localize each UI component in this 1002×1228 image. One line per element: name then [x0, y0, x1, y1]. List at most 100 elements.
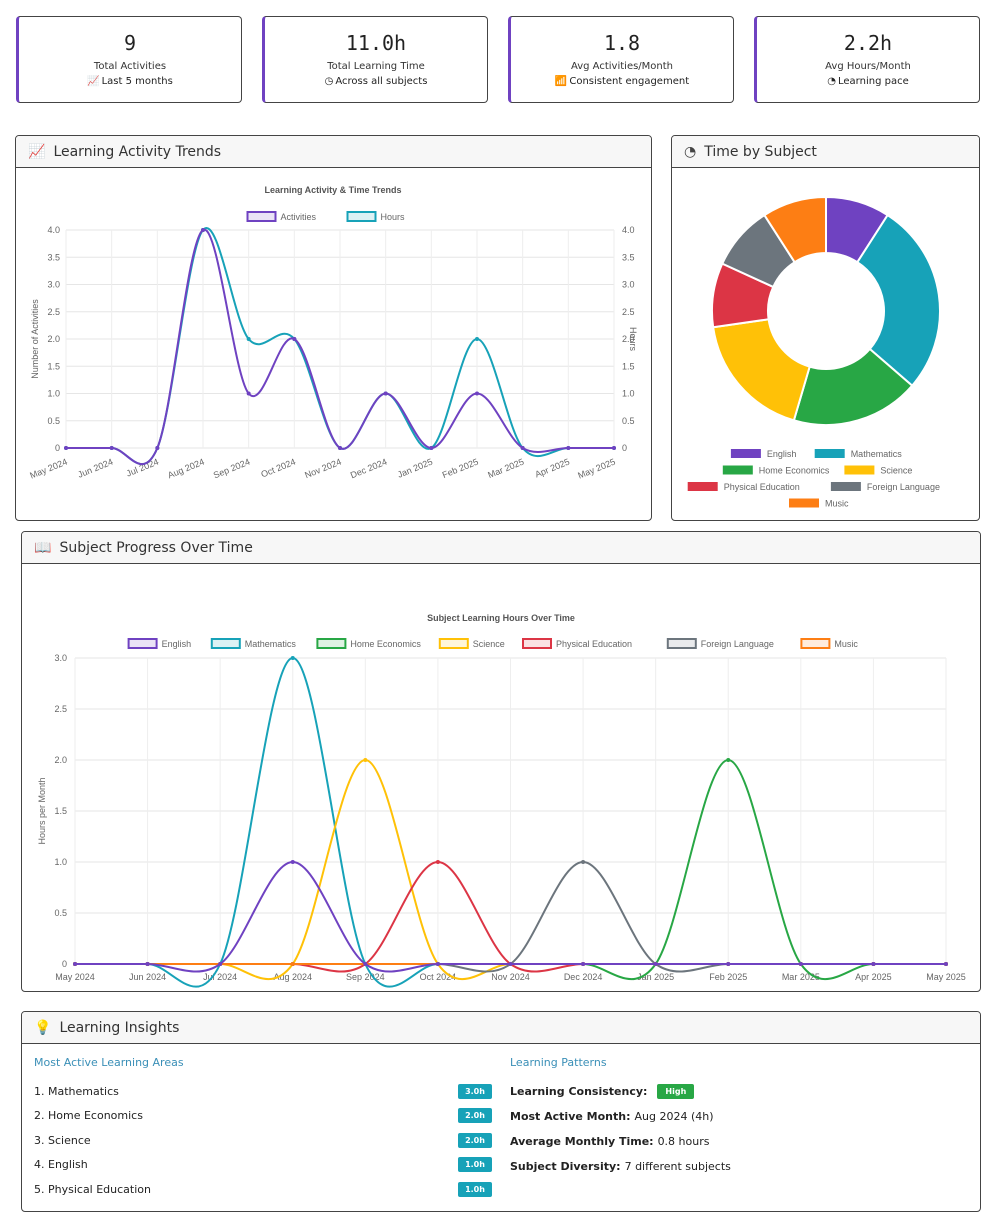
stat-value: 1.8 — [603, 31, 641, 55]
chart-title: Subject Learning Hours Over Time — [427, 613, 575, 623]
data-point — [383, 391, 388, 396]
x-tick-label: Apr 2025 — [533, 457, 571, 480]
x-tick-label: Dec 2024 — [349, 457, 388, 481]
x-tick-label: Aug 2024 — [166, 457, 205, 481]
y-tick-label: 3.5 — [47, 252, 60, 262]
legend-swatch — [210, 638, 241, 649]
y2-axis-label: Hours — [628, 327, 638, 352]
data-point — [246, 391, 251, 396]
legend-label: English — [162, 639, 192, 649]
y-tick-label: 1.5 — [47, 361, 60, 371]
legend-label: Science — [473, 639, 505, 649]
data-point — [475, 337, 479, 341]
stat-card-avg-hours: 2.2h Avg Hours/Month ◔ Learning pace — [754, 16, 980, 103]
x-tick-label: Jul 2024 — [125, 457, 160, 479]
y-tick-label: 2.5 — [54, 704, 67, 714]
legend-swatch-fill — [129, 640, 156, 647]
y-tick-label: 3.0 — [47, 280, 60, 290]
legend-swatch — [346, 211, 377, 222]
data-point — [435, 962, 440, 966]
stat-label: Avg Activities/Month — [570, 61, 674, 72]
data-point — [145, 962, 150, 966]
data-point — [155, 446, 160, 450]
data-point — [726, 962, 731, 966]
panel-title: Learning Activity Trends — [53, 143, 222, 160]
active-areas-column: Most Active Learning Areas 1. Mathematic… — [34, 1056, 492, 1202]
y-tick-label: 0.5 — [47, 416, 60, 426]
stat-card-total-activities: 9 Total Activities 📈 Last 5 months — [16, 16, 242, 103]
data-point — [290, 656, 295, 660]
legend-label: Physical Education — [724, 482, 800, 492]
y2-tick-label: 0 — [622, 443, 627, 453]
bar-chart-icon: 📶 — [554, 76, 568, 87]
legend-label: Home Economics — [759, 466, 830, 476]
data-point — [290, 962, 295, 966]
x-tick-label: Oct 2024 — [259, 457, 297, 480]
x-tick-label: Jun 2024 — [129, 972, 166, 982]
pattern-most-active: Most Active Month: Aug 2024 (4h) — [510, 1110, 714, 1123]
data-point — [429, 446, 434, 450]
x-tick-label: Aug 2024 — [273, 972, 312, 982]
y2-tick-label: 3.5 — [622, 252, 635, 262]
panel-title: Subject Progress Over Time — [59, 539, 253, 556]
data-point — [581, 860, 586, 864]
legend-swatch — [814, 449, 845, 458]
y2-tick-label: 2.0 — [622, 334, 635, 344]
data-point — [944, 962, 948, 966]
hours-badge: 2.0h — [458, 1132, 492, 1148]
learning-patterns-column: Learning Patterns Learning Consistency: H… — [510, 1056, 960, 1179]
stat-value: 9 — [123, 31, 137, 55]
data-point — [653, 962, 658, 966]
data-point — [566, 446, 571, 450]
legend-swatch-fill — [318, 640, 345, 647]
hours-badge: 2.0h — [458, 1108, 492, 1124]
y-tick-label: 0.5 — [54, 908, 67, 918]
stat-label: Total Learning Time — [327, 61, 425, 72]
data-point — [726, 758, 731, 762]
y-tick-label: 0 — [55, 443, 60, 453]
stat-sub: Consistent engagement — [569, 76, 690, 87]
x-tick-label: Nov 2024 — [491, 972, 530, 982]
legend-swatch — [730, 449, 761, 458]
legend-swatch-fill — [668, 640, 695, 647]
data-point — [246, 337, 251, 341]
x-tick-label: Mar 2025 — [782, 972, 820, 982]
x-tick-label: May 2025 — [926, 972, 966, 982]
clock-icon: ◷ — [324, 76, 334, 87]
data-point — [475, 391, 479, 396]
x-tick-label: Oct 2024 — [420, 972, 457, 982]
data-point — [363, 962, 368, 966]
stat-card-avg-activities: 1.8 Avg Activities/Month 📶 Consistent eng… — [508, 16, 734, 103]
data-point — [520, 446, 525, 450]
x-tick-label: Apr 2025 — [855, 972, 892, 982]
x-tick-label: Nov 2024 — [303, 457, 342, 481]
legend-label: Physical Education — [556, 639, 632, 649]
data-point — [581, 962, 586, 966]
trends-panel: 📈 Learning Activity Trends Learning Acti… — [15, 135, 652, 521]
x-tick-label: Feb 2025 — [441, 457, 480, 481]
hours-badge: 3.0h — [458, 1083, 492, 1099]
y-axis-label: Number of Activities — [30, 299, 40, 379]
stat-value: 11.0h — [345, 31, 407, 55]
y2-tick-label: 1.5 — [622, 361, 635, 371]
pie-slice — [762, 195, 827, 264]
data-point — [612, 446, 616, 450]
x-tick-label: May 2024 — [55, 972, 95, 982]
legend-swatch-fill — [248, 213, 275, 220]
data-point — [798, 962, 803, 966]
stat-sub: Across all subjects — [335, 76, 428, 87]
pattern-avg-time: Average Monthly Time: 0.8 hours — [510, 1135, 710, 1148]
legend-label: English — [767, 449, 797, 459]
panel-title: Time by Subject — [704, 143, 817, 160]
time-by-subject-chart: English Mathematics Home Economics Science P… — [687, 195, 941, 509]
x-tick-label: Sep 2024 — [346, 972, 385, 982]
legend-label: Science — [880, 466, 912, 476]
x-tick-label: Jan 2025 — [637, 972, 674, 982]
legend-swatch — [522, 638, 552, 649]
legend-label: Foreign Language — [867, 482, 940, 492]
speedometer-icon: ◔ — [827, 76, 836, 87]
x-tick-label: May 2024 — [28, 457, 68, 481]
y-tick-label: 2.5 — [47, 307, 60, 317]
pie-chart-icon: ◔ — [684, 143, 697, 160]
stat-value: 2.2h — [843, 31, 893, 55]
